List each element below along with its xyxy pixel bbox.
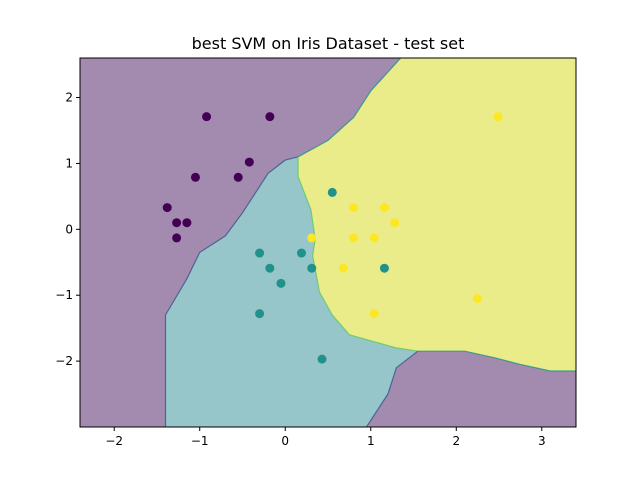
scatter-point-class-2 [379, 203, 389, 213]
scatter-point-class-2 [349, 203, 359, 213]
x-axis-ticks: −2 −1 0 1 2 3 [105, 427, 546, 448]
region-class-1 [165, 156, 418, 427]
scatter-point-class-2 [473, 294, 483, 304]
scatter-point-class-2 [369, 309, 379, 319]
scatter-point-class-0 [265, 112, 275, 122]
scatter-point-class-0 [202, 112, 212, 122]
scatter-point-class-2 [338, 263, 348, 273]
scatter-points [162, 112, 503, 364]
scatter-point-class-0 [190, 172, 200, 182]
scatter-point-class-0 [233, 172, 243, 182]
scatter-point-class-0 [162, 203, 172, 213]
axes-frame [79, 57, 577, 428]
scatter-point-class-1 [296, 248, 306, 258]
scatter-point-class-0 [244, 157, 254, 167]
y-tick-label: 2 [65, 91, 73, 105]
y-tick-label: −1 [55, 288, 73, 302]
boundary-class-0-1 [164, 156, 299, 427]
scatter-point-class-0 [172, 218, 182, 228]
y-tick-label: 0 [65, 222, 73, 236]
y-axis-ticks: −2 −1 0 1 2 [55, 91, 80, 368]
chart-title: best SVM on Iris Dataset - test set [192, 34, 465, 53]
scatter-point-class-2 [493, 112, 503, 122]
scatter-point-class-2 [349, 233, 359, 243]
scatter-point-class-1 [307, 263, 317, 273]
x-tick-label: 0 [281, 434, 289, 448]
scatter-point-class-2 [390, 218, 400, 228]
scatter-point-class-2 [369, 233, 379, 243]
scatter-point-class-1 [265, 263, 275, 273]
scatter-point-class-1 [255, 309, 265, 319]
x-tick-label: 1 [367, 434, 375, 448]
plot-area [80, 58, 576, 427]
scatter-point-class-1 [276, 278, 286, 288]
y-tick-label: −2 [55, 354, 73, 368]
x-tick-label: 3 [538, 434, 546, 448]
boundary-class-1-0-lower [365, 350, 419, 427]
scatter-point-class-1 [379, 263, 389, 273]
scatter-point-class-2 [307, 233, 317, 243]
scatter-point-class-1 [327, 187, 337, 197]
y-tick-label: 1 [65, 156, 73, 170]
scatter-point-class-1 [317, 354, 327, 364]
boundary-class-0-2 [297, 58, 402, 158]
x-tick-label: 2 [452, 434, 460, 448]
scatter-point-class-1 [255, 248, 265, 258]
region-class-2 [298, 58, 576, 371]
scatter-point-class-0 [182, 218, 192, 228]
x-tick-label: −1 [191, 434, 209, 448]
boundary-class-2-0-lower [417, 350, 576, 372]
scatter-point-class-0 [172, 233, 182, 243]
x-tick-label: −2 [105, 434, 123, 448]
